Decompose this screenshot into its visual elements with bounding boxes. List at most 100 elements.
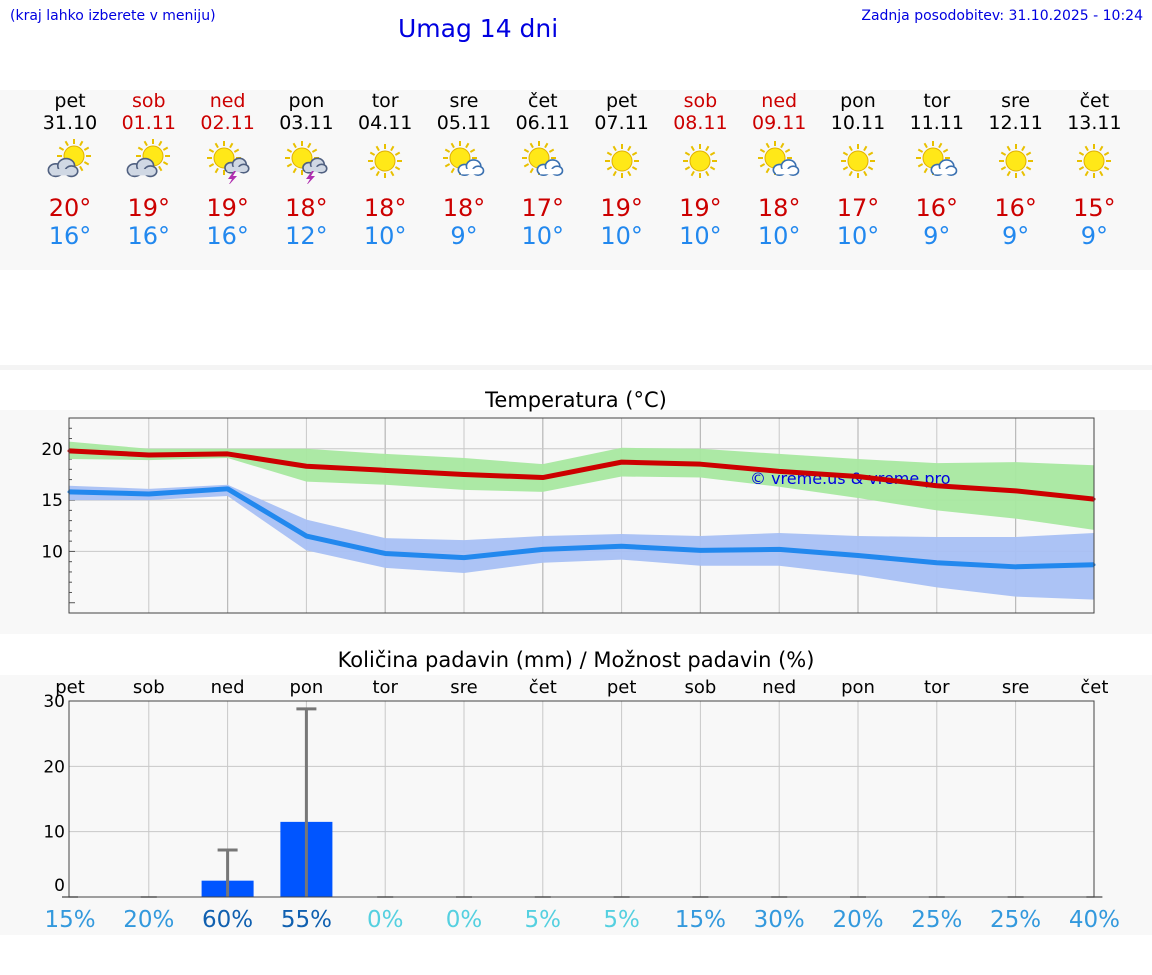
sun-ray [705,145,710,152]
sun-ray [710,166,716,171]
min-temperature: 16° [48,222,92,250]
min-temperature: 9° [1001,222,1030,250]
day-date: 09.11 [751,112,807,134]
day-column: čet 06.11 17° 10° [503,90,583,250]
cloud-part [539,168,558,175]
data-point [1014,489,1018,493]
min-temperature: 9° [450,222,478,250]
max-temperature: 16° [994,194,1037,222]
sun-icon [1077,144,1112,178]
max-temperature: 15° [1073,194,1116,222]
precipitation-probability: 15% [44,907,95,933]
min-temperature: 16° [206,222,249,250]
sun-ray [842,151,849,156]
cloud-part [305,166,323,172]
data-point [541,547,545,551]
day-date: 12.11 [988,112,1043,134]
sun-ray [942,148,949,153]
data-point [383,551,387,555]
partly-cloudy-icon [758,141,800,177]
sun-ray [529,142,534,149]
sun-disc [847,150,869,172]
sun-ray [444,148,451,153]
sun-ray [626,170,631,177]
sun-icon [998,144,1033,178]
sun-icon [368,144,403,178]
data-point [462,472,466,476]
y-tick-label: 15 [41,491,63,511]
sun-ray [450,167,455,174]
sun-ray [543,142,549,149]
sun-ray [395,166,401,171]
data-point [698,462,702,466]
sun-ray [214,167,219,174]
day-column: čet 13.11 15° 9° [1054,90,1134,250]
sun-ray [375,145,381,152]
page-title: Umag 14 dni [398,14,559,43]
max-temperature: 19° [206,194,249,222]
sun-ray [759,148,766,153]
cloud [47,157,79,178]
cloud-part [461,168,479,175]
day-name: sre [1001,90,1031,112]
sun-ray [780,142,785,149]
sun-ray [523,163,529,168]
max-temperature: 16° [915,194,959,222]
cloud [302,157,328,174]
sun-ray [710,151,716,156]
x-tick-label: sob [684,677,716,698]
x-tick-label: pon [289,677,323,698]
sun-ray [917,163,923,168]
day-name: sob [132,90,166,112]
sun-disc [1005,150,1027,172]
sun-ray [1079,166,1085,171]
day-name: pet [54,90,86,112]
day-column: ned 02.11 19° 16° [188,90,268,250]
precipitation-probability: 0% [367,907,404,933]
min-temperature: 10° [600,222,643,250]
sun-ray [58,146,65,151]
sun-ray [606,166,612,171]
thunder-sun-icon [206,141,250,184]
sun-ray [162,161,169,166]
sun-ray [612,170,617,177]
day-date: 13.11 [1067,112,1122,134]
sun-ray [1079,151,1085,156]
sun-ray [143,140,148,147]
y-tick-label: 10 [43,823,65,843]
x-tick-label: tor [924,677,950,698]
day-name: pon [288,90,325,112]
sun-ray [293,142,298,149]
day-column: sre 05.11 18° 9° [424,90,504,250]
day-column: sob 08.11 19° 10° [660,90,740,250]
plot-frame [68,417,1095,614]
data-point [698,548,702,552]
cloud-part [227,166,245,172]
data-point [226,452,230,456]
data-point [541,476,545,480]
sun-ray [390,145,395,152]
sun-ray [1006,170,1011,177]
x-tick-label: sob [133,677,165,698]
sun-ray [1085,170,1090,177]
max-temperature-band [69,441,1094,530]
partly-cloudy-icon [443,141,485,177]
sun-ray [1085,145,1090,152]
day-column: pon 10.11 17° 10° [818,90,898,250]
sun-ray [691,145,696,152]
sun-ray [917,148,923,153]
cloudy-sun-icon [47,139,91,178]
day-name: pon [840,90,876,112]
max-temperature-line [68,448,1095,502]
data-point [304,464,308,468]
sun-ray [606,151,612,156]
y-tick-label: 0 [54,876,65,896]
sun-ray [395,151,401,156]
lightning-bolt [306,171,316,184]
x-tick-label: ned [762,677,796,698]
min-temperature: 9° [1080,222,1109,250]
min-temperature-band [69,484,1094,600]
sun-ray [293,167,298,174]
day-name: ned [209,90,246,112]
